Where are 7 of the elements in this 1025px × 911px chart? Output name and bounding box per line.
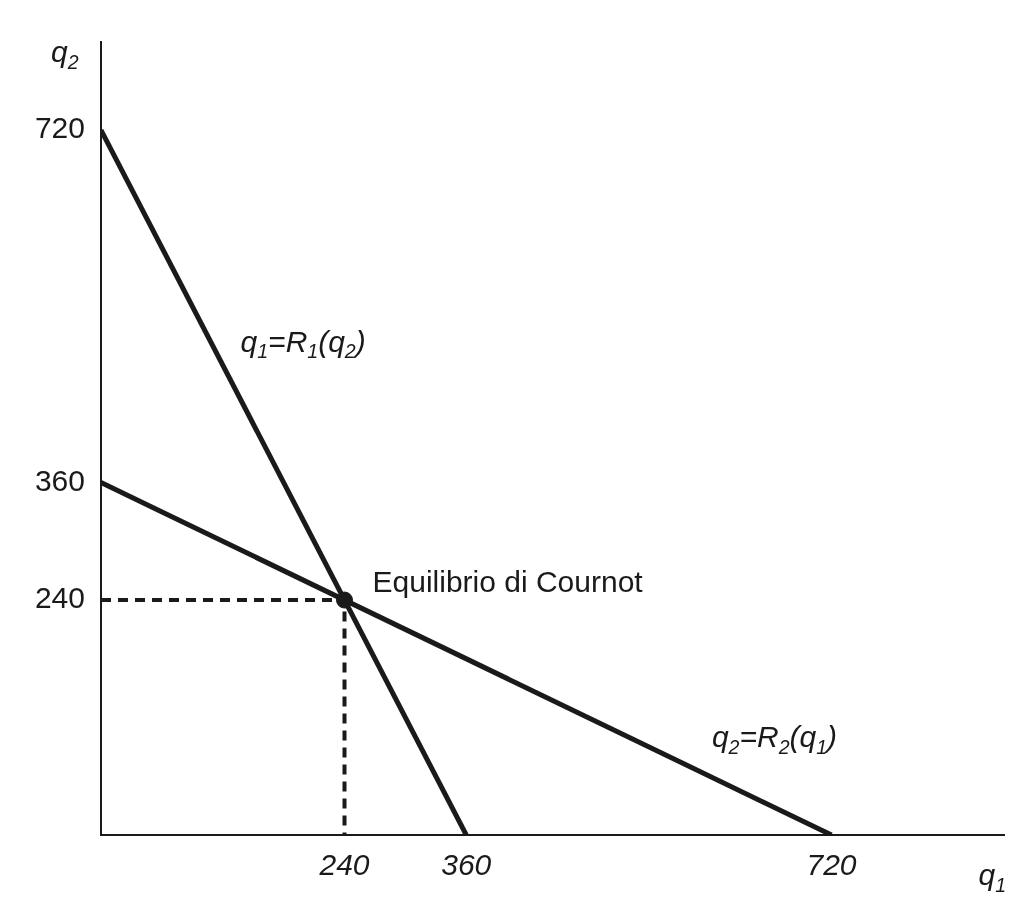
- x-tick-label: 240: [318, 848, 370, 882]
- x-tick-label: 720: [806, 848, 857, 882]
- y-tick-label: 240: [34, 581, 85, 615]
- annotation: Equilibrio di Cournot: [372, 565, 644, 599]
- x-tick-label: 360: [441, 848, 492, 882]
- y-tick-label: 720: [34, 111, 85, 145]
- y-tick-label: 360: [34, 463, 85, 497]
